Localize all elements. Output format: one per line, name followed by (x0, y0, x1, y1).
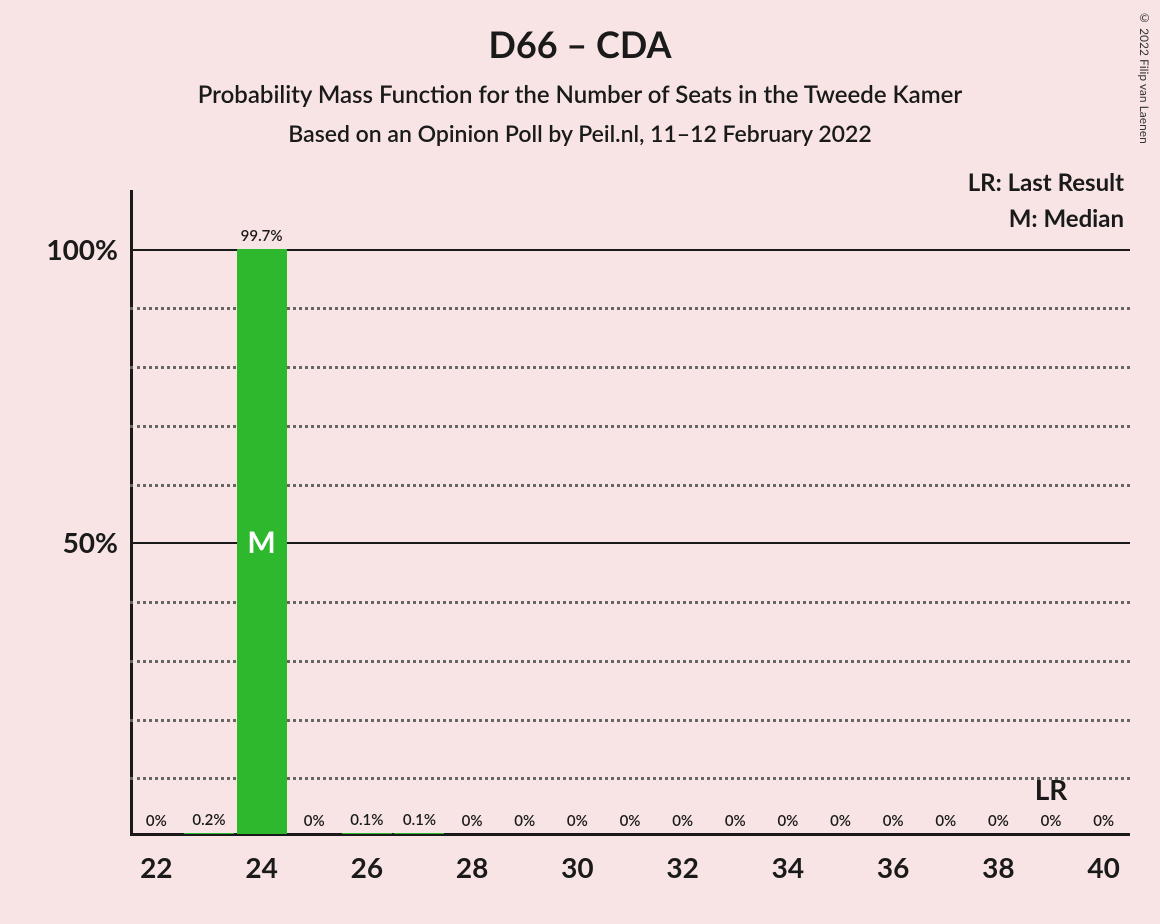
bar (394, 833, 444, 834)
bar-value-label: 0% (304, 812, 325, 830)
bar (342, 833, 392, 834)
bar-value-label: 0% (146, 812, 167, 830)
bar-value-label: 0% (935, 812, 956, 830)
x-axis-tick-label: 40 (1087, 850, 1119, 884)
bar-value-label: 0% (777, 812, 798, 830)
bar (184, 833, 234, 834)
x-axis-tick-label: 28 (456, 850, 488, 884)
x-axis-tick-label: 30 (561, 850, 593, 884)
x-axis-tick-label: 36 (877, 850, 909, 884)
bar-value-label: 0% (1093, 812, 1114, 830)
median-marker: M (247, 524, 275, 560)
last-result-marker: LR (1035, 772, 1068, 806)
bar-value-label: 0% (988, 812, 1009, 830)
bar-value-label: 0% (725, 812, 746, 830)
bar-value-label: 0% (883, 812, 904, 830)
bar-value-label: 0.2% (192, 811, 225, 829)
bar-value-label: 0.1% (350, 811, 383, 829)
legend-lr: LR: Last Result (968, 168, 1124, 197)
x-axis-tick-label: 34 (772, 850, 804, 884)
bar-value-label: 0% (830, 812, 851, 830)
y-axis-tick-label: 50% (63, 525, 118, 559)
x-axis-tick-label: 22 (140, 850, 172, 884)
bar-value-label: 99.7% (241, 227, 283, 245)
bar-value-label: 0% (462, 812, 483, 830)
x-axis-tick-label: 38 (982, 850, 1014, 884)
chart-title: D66 – CDA (0, 0, 1160, 66)
chart-subtitle-2: Based on an Opinion Poll by Peil.nl, 11–… (0, 109, 1160, 147)
x-axis-tick-label: 24 (245, 850, 277, 884)
y-axis (130, 190, 133, 836)
bar-value-label: 0% (514, 812, 535, 830)
bar-value-label: 0% (567, 812, 588, 830)
x-axis-tick-label: 26 (351, 850, 383, 884)
copyright-text: © 2022 Filip van Laenen (1137, 10, 1152, 144)
chart-plot-area: LR: Last Result M: Median 50%100%2224262… (130, 190, 1130, 836)
chart-subtitle-1: Probability Mass Function for the Number… (0, 66, 1160, 109)
bar-value-label: 0% (1041, 812, 1062, 830)
bar-value-label: 0% (672, 812, 693, 830)
bar-value-label: 0.1% (403, 811, 436, 829)
y-axis-tick-label: 100% (46, 232, 118, 266)
x-axis-tick-label: 32 (666, 850, 698, 884)
bar-value-label: 0% (620, 812, 641, 830)
legend-m: M: Median (1009, 204, 1124, 233)
